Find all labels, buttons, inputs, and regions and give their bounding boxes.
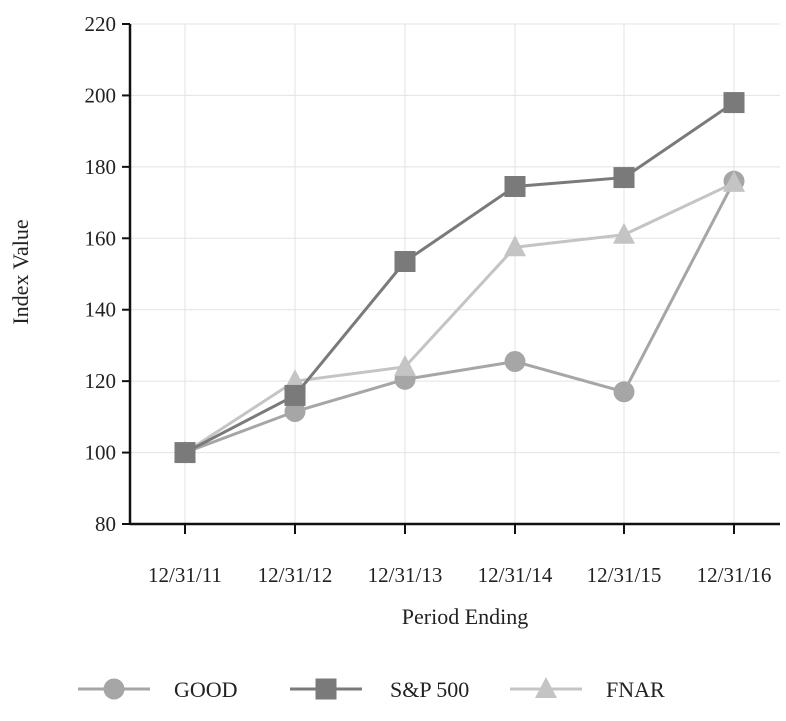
x-tick-label: 12/31/11 — [148, 563, 222, 587]
data-point-s-p-500 — [723, 92, 745, 114]
data-point-s-p-500 — [394, 251, 416, 272]
y-tick-label: 80 — [95, 512, 116, 536]
data-point-good — [613, 381, 635, 403]
y-tick-label: 100 — [85, 441, 117, 465]
x-tick-labels: 12/31/11 12/31/12 12/31/13 12/31/14 12/31/15… — [148, 563, 771, 587]
legend-label-fnar: FNAR — [606, 677, 665, 702]
y-tick-label: 140 — [85, 298, 117, 322]
series-s-p-500 — [174, 92, 745, 464]
y-tick-label: 220 — [85, 12, 117, 36]
x-tick-label: 12/31/15 — [587, 563, 662, 587]
legend-marker-fnar — [535, 677, 557, 698]
axes — [122, 23, 780, 534]
data-point-fnar — [613, 222, 635, 244]
data-point-fnar — [504, 235, 526, 257]
x-axis-title: Period Ending — [402, 604, 529, 629]
y-tick-label: 200 — [85, 83, 117, 107]
x-tick-label: 12/31/12 — [258, 563, 333, 587]
data-point-fnar — [284, 369, 306, 391]
y-axis-title: Index Value — [8, 219, 33, 324]
x-tick-label: 12/31/16 — [697, 563, 772, 587]
y-tick-label: 120 — [85, 369, 117, 393]
data-point-fnar — [394, 354, 416, 376]
series-line-fnar — [184, 181, 735, 454]
y-tick-labels: 80 100 120 140 160 180 200 220 — [85, 12, 117, 536]
legend-label-s-p-500: S&P 500 — [390, 677, 469, 702]
series-layer — [174, 92, 745, 464]
legend-marker-good — [103, 678, 125, 700]
legend: GOOD S&P 500 FNAR — [78, 677, 665, 702]
legend-label-good: GOOD — [174, 677, 238, 702]
y-tick-label: 180 — [85, 155, 117, 179]
series-fnar — [174, 170, 745, 462]
data-point-fnar — [723, 170, 745, 192]
data-point-s-p-500 — [613, 167, 635, 189]
data-point-s-p-500 — [504, 176, 526, 197]
legend-item-fnar: FNAR — [510, 677, 665, 702]
data-point-good — [284, 401, 306, 422]
legend-item-good: GOOD — [78, 677, 238, 702]
legend-marker-s-p-500 — [315, 678, 337, 700]
data-point-good — [504, 351, 526, 372]
y-tick-label: 160 — [85, 226, 117, 250]
data-point-s-p-500 — [284, 384, 306, 406]
data-point-s-p-500 — [174, 442, 196, 464]
series-line-good — [184, 180, 736, 454]
legend-item-s-p-500: S&P 500 — [290, 677, 469, 702]
x-tick-label: 12/31/13 — [368, 563, 443, 587]
x-tick-label: 12/31/14 — [478, 563, 553, 587]
series-good — [174, 170, 745, 464]
grid — [130, 23, 780, 524]
series-line-s-p-500 — [184, 101, 735, 454]
